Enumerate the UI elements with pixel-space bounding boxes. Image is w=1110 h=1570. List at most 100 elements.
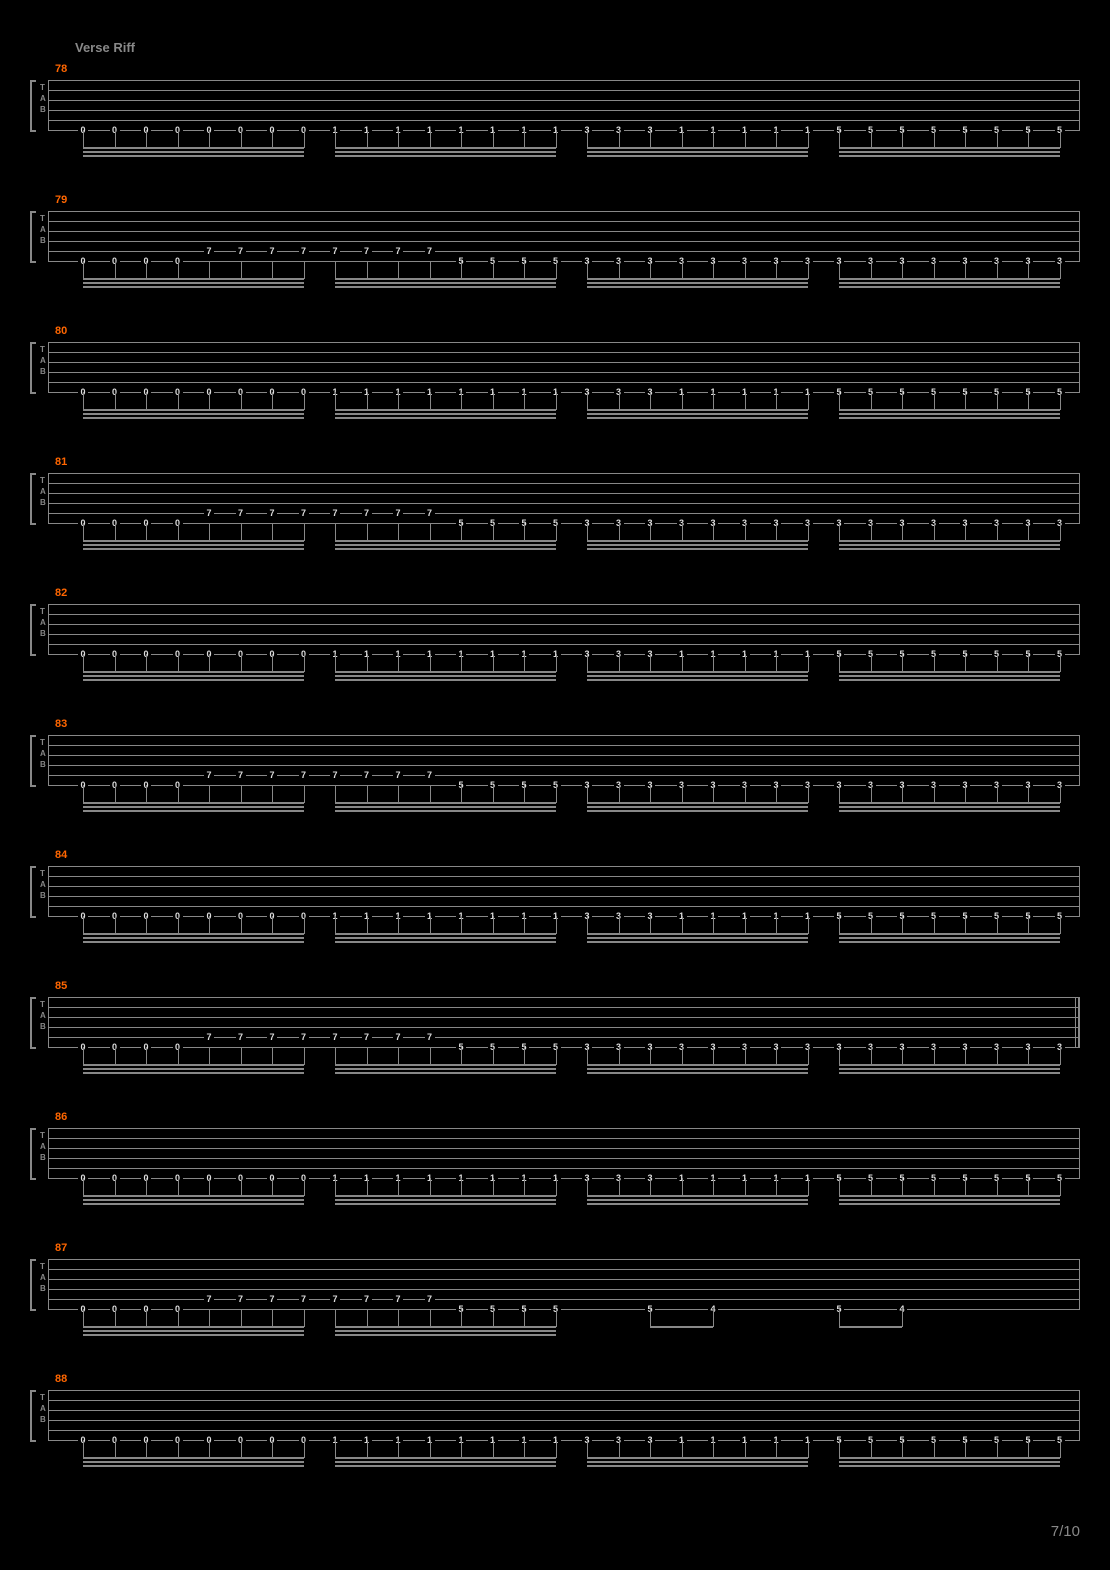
tab-note: 7 [362, 1033, 372, 1041]
note-stem [965, 654, 966, 672]
beam-bar [335, 810, 556, 812]
note-stem [776, 130, 777, 148]
note-stem [997, 1178, 998, 1196]
note-stem [1028, 1178, 1029, 1196]
note-stem [83, 523, 84, 541]
note-stem [524, 130, 525, 148]
beam-bar [83, 1461, 304, 1463]
note-stem [682, 916, 683, 934]
note-stem [1028, 392, 1029, 410]
tab-note: 7 [299, 1033, 309, 1041]
notes-layer: 00000000111111113331111155555555 [48, 866, 1080, 916]
note-stem [839, 1047, 840, 1065]
note-stem [745, 1047, 746, 1065]
beam-bar [587, 937, 808, 939]
notes-layer: 00000000111111113331111155555555 [48, 1128, 1080, 1178]
beam-bar [83, 933, 304, 935]
note-stem [241, 1309, 242, 1327]
tab-clef-letter: A [40, 487, 45, 496]
beam-bar [587, 147, 808, 149]
note-stem [367, 1440, 368, 1458]
beam-bar [587, 1457, 808, 1459]
note-stem [146, 785, 147, 803]
system-bracket [30, 997, 36, 1049]
beam-bar [839, 151, 1060, 153]
beam-bar [839, 802, 1060, 804]
note-stem [367, 1178, 368, 1196]
tab-clef-letter: T [40, 83, 44, 92]
beam-bar [839, 1199, 1060, 1201]
note-stem [1060, 1178, 1061, 1196]
beam-bar [83, 151, 304, 153]
beam-bar [587, 941, 808, 943]
note-stem [524, 1178, 525, 1196]
note-stem [997, 261, 998, 279]
beam-bar [587, 278, 808, 280]
beam-group [587, 1195, 808, 1205]
beam-bar [335, 1199, 556, 1201]
beam-group [587, 409, 808, 419]
note-stem [556, 523, 557, 541]
tab-system: 79TAB00005555333333333333333377777777 [30, 196, 1080, 296]
note-stem [524, 1309, 525, 1327]
note-stem [272, 654, 273, 672]
beam-group [335, 1064, 556, 1074]
beam-group-eighth [839, 1326, 902, 1332]
note-stem [871, 523, 872, 541]
beam-bar [83, 1334, 304, 1336]
note-stem [619, 130, 620, 148]
system-bracket [30, 80, 36, 132]
note-stem [619, 261, 620, 279]
note-stem [902, 392, 903, 410]
beam-bar [335, 548, 556, 550]
tab-clef-letter: A [40, 1273, 45, 1282]
note-stem [1060, 654, 1061, 672]
note-stem [335, 916, 336, 934]
beam-bar [587, 1068, 808, 1070]
note-stem [776, 523, 777, 541]
beam-group [839, 671, 1060, 681]
note-stem [430, 916, 431, 934]
system-bracket [30, 473, 36, 525]
note-stem [272, 916, 273, 934]
note-stem [83, 392, 84, 410]
beam-bar [83, 937, 304, 939]
note-stem [430, 523, 431, 541]
note-stem [556, 916, 557, 934]
beam-bar [83, 286, 304, 288]
beam-group [335, 1457, 556, 1467]
beam-group [839, 409, 1060, 419]
beam-bar [335, 409, 556, 411]
note-stem [83, 916, 84, 934]
note-stem [556, 654, 557, 672]
note-stem [304, 261, 305, 279]
note-stem [619, 654, 620, 672]
note-stem [83, 130, 84, 148]
tab-note: 7 [236, 1033, 246, 1041]
note-stem [556, 1309, 557, 1327]
note-stem [398, 1309, 399, 1327]
note-stem [241, 1047, 242, 1065]
note-stem [587, 1440, 588, 1458]
beam-group [839, 1064, 1060, 1074]
note-stem [304, 916, 305, 934]
note-stem [556, 1440, 557, 1458]
beam-group [335, 1326, 556, 1336]
note-stem [209, 1440, 210, 1458]
system-bracket [30, 342, 36, 394]
notes-layer: 00000000111111113331111155555555 [48, 80, 1080, 130]
note-stem [587, 261, 588, 279]
note-stem [745, 1440, 746, 1458]
bar-number: 82 [55, 587, 67, 599]
staff-line [48, 785, 1080, 786]
note-stem [272, 785, 273, 803]
note-stem [965, 261, 966, 279]
beam-bar [335, 806, 556, 808]
tab-note: 7 [236, 509, 246, 517]
beam-bar [839, 282, 1060, 284]
beam-bar [335, 937, 556, 939]
beam-bar [83, 1330, 304, 1332]
note-stem [902, 261, 903, 279]
beam-bar [83, 675, 304, 677]
beam-bar [335, 941, 556, 943]
